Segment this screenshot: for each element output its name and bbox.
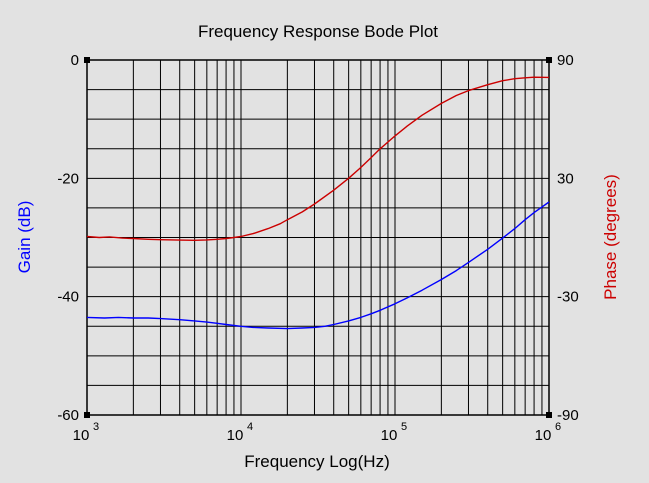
left-y-tick-label: 0 — [71, 52, 79, 69]
right-y-tick-label: 90 — [557, 52, 574, 69]
x-tick-exponent: 4 — [247, 421, 253, 433]
right-y-tick-label: -30 — [557, 289, 579, 306]
right-y-tick-label: -90 — [557, 407, 579, 424]
grid — [84, 57, 552, 418]
x-axis-label: Frequency Log(Hz) — [244, 452, 390, 471]
right-y-axis-label: Phase (degrees) — [601, 174, 620, 300]
x-tick-label: 10 — [227, 427, 244, 444]
gain-series-line — [86, 201, 550, 330]
phase-series-line — [86, 76, 550, 242]
plot-frame — [86, 59, 550, 416]
axis-corner-marker — [546, 57, 552, 63]
x-tick-exponent: 5 — [401, 421, 407, 433]
left-y-tick-label: -20 — [57, 170, 79, 187]
left-y-tick-label: -60 — [57, 407, 79, 424]
x-tick-exponent: 6 — [555, 421, 561, 433]
left-y-tick-label: -40 — [57, 289, 79, 306]
x-tick-label: 10 — [535, 427, 552, 444]
left-y-axis-label: Gain (dB) — [15, 201, 34, 274]
chart-title: Frequency Response Bode Plot — [198, 22, 438, 41]
x-tick-label: 10 — [73, 427, 90, 444]
axis-corner-marker — [84, 57, 90, 63]
x-tick-exponent: 3 — [93, 421, 99, 433]
series — [86, 76, 550, 330]
axis-corner-marker — [546, 412, 552, 418]
axis-corner-marker — [84, 412, 90, 418]
x-tick-label: 10 — [381, 427, 398, 444]
right-y-tick-label: 30 — [557, 170, 574, 187]
